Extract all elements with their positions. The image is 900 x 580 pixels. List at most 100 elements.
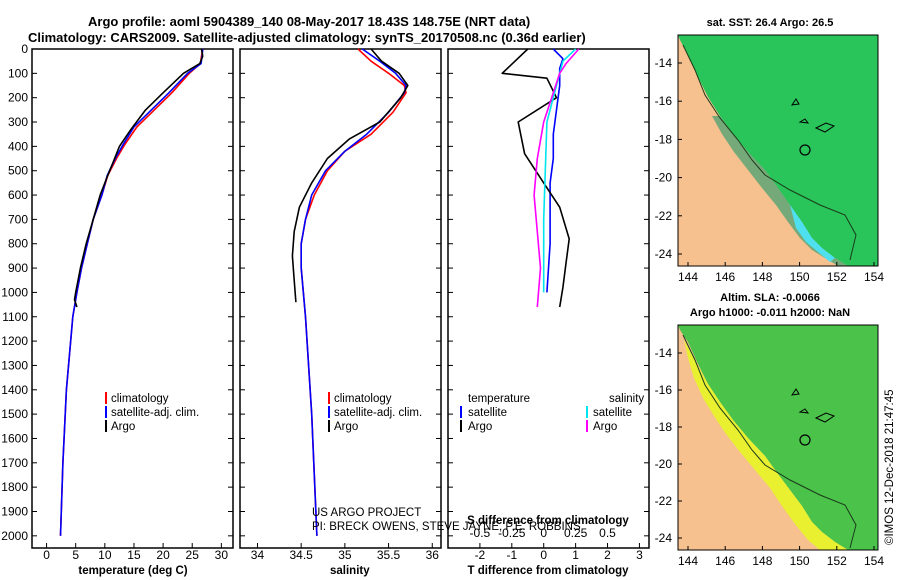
x-tick-label: 35.5 (377, 548, 401, 562)
lon-tick-label: 150 (790, 554, 810, 568)
depth-tick-label: 1600 (1, 431, 28, 445)
x-tick-label: 2 (604, 548, 611, 562)
temperature-legend: climatology satellite-adj. clim. Argo (105, 392, 199, 433)
series-line-t-argo (501, 48, 571, 308)
lat-tick-label: -16 (655, 94, 673, 108)
lon-tick-label: 144 (678, 554, 698, 568)
depth-tick-label: 300 (8, 115, 28, 129)
header-line2: Climatology: CARS2009. Satellite-adjuste… (28, 30, 586, 45)
depth-tick-label: 200 (8, 91, 28, 105)
s-diff-tick-label: -0.25 (498, 526, 526, 540)
lat-tick-label: -18 (655, 132, 673, 146)
legend-satellite-adj: satellite-adj. clim. (111, 407, 199, 419)
legend-climatology: climatology (334, 393, 392, 405)
legend-satellite-adj: satellite-adj. clim. (334, 407, 422, 419)
depth-tick-label: 1200 (1, 334, 28, 348)
s-diff-tick-label: 0.5 (599, 526, 616, 540)
x-tick-label: 35 (338, 548, 352, 562)
lon-tick-label: 144 (678, 270, 698, 284)
sst-map-cool-coast (790, 205, 835, 262)
temperature-xlabel: temperature (deg C) (78, 565, 187, 577)
x-tick-label: -1 (506, 548, 517, 562)
depth-tick-label: 1100 (2, 310, 28, 324)
series-line-t-satellite (546, 48, 564, 293)
x-tick-label: 15 (127, 548, 141, 562)
legend-title-salinity: salinity (609, 393, 644, 405)
x-tick-label: 5 (72, 548, 79, 562)
sla-map-argo-position (799, 434, 811, 446)
depth-tick-label: 600 (8, 188, 28, 202)
sst-map-argo-position (799, 144, 811, 156)
series-line-s-satellite (542, 48, 577, 293)
sst-map-lon-axis: 144 146 148 150 152 154 (678, 262, 884, 284)
s-difference-xlabel: S difference from climatology (467, 515, 629, 527)
x-tick-label: 0 (43, 548, 50, 562)
lon-tick-label: 148 (752, 554, 772, 568)
difference-panel: -2 -1 0 1 2 3 -0.5 -0.25 0 0.25 0.5 (448, 48, 649, 562)
salinity-xlabel: salinity (330, 565, 370, 577)
sla-map-reefs (790, 388, 836, 423)
lon-tick-label: 148 (752, 270, 772, 284)
sst-map-shelf (712, 116, 848, 266)
difference-panel-frame (447, 48, 650, 549)
depth-tick-label: 0 (21, 42, 28, 56)
salinity-panel: 34 34.5 35 35.5 36 (240, 48, 441, 562)
x-tick-label: 10 (98, 548, 112, 562)
series-line-argo (291, 48, 409, 303)
series-line-argo (73, 48, 204, 308)
sla-map-title2: Argo h1000: -0.011 h2000: NaN (690, 307, 850, 319)
lat-tick-label: -22 (655, 209, 673, 223)
lat-tick-label: -20 (655, 171, 673, 185)
x-tick-label: 1 (572, 548, 579, 562)
s-diff-tick-label: -0.5 (470, 526, 491, 540)
lon-tick-label: 152 (827, 554, 847, 568)
salinity-legend: climatology satellite-adj. clim. Argo (328, 392, 422, 433)
depth-tick-label: 2000 (1, 529, 28, 543)
lon-tick-label: 154 (864, 554, 884, 568)
lat-tick-label: -14 (655, 56, 673, 70)
lat-tick-label: -20 (655, 457, 673, 471)
depth-axis: 0 100 200 300 400 500 600 700 800 900 1000 1100 1200… (1, 42, 28, 543)
series-line-climatology (59, 48, 204, 536)
lat-tick-label: -18 (655, 420, 673, 434)
legend-s-argo: Argo (593, 421, 617, 433)
depth-tick-label: 1900 (1, 504, 28, 518)
series-line-climatology (300, 48, 407, 536)
legend-title-temperature: temperature (468, 393, 530, 405)
legend-t-satellite: satellite (468, 407, 507, 419)
salinity-panel-frame (239, 48, 442, 549)
x-tick-label: 36 (426, 548, 440, 562)
x-tick-label: 20 (156, 548, 170, 562)
lat-tick-label: -16 (655, 383, 673, 397)
credit-line2: PI: BRECK OWENS, STEVE JAYNE, P.E. ROBBI… (312, 521, 581, 533)
sla-map: Altim. SLA: -0.0066 Argo h1000: -0.011 h… (655, 292, 885, 568)
depth-tick-label: 700 (8, 212, 28, 226)
lon-tick-label: 150 (790, 270, 810, 284)
depth-tick-label: 900 (8, 261, 28, 275)
depth-tick-label: 400 (8, 139, 28, 153)
temperature-panel-frame (31, 48, 234, 549)
sla-map-frame (677, 324, 879, 551)
sst-map-reefs (790, 98, 836, 133)
lon-tick-label: 152 (827, 270, 847, 284)
depth-tick-label: 1700 (1, 456, 28, 470)
sla-map-title1: Altim. SLA: -0.0066 (720, 292, 820, 304)
legend-s-satellite: satellite (593, 407, 632, 419)
watermark: ©IMOS 12-Dec-2018 21:47:45 (884, 389, 896, 545)
x-tick-label: 0 (540, 548, 547, 562)
sla-map-isobath (682, 334, 857, 549)
series-line-s-argo (533, 48, 580, 308)
lat-tick-label: -24 (655, 531, 673, 545)
legend-climatology: climatology (111, 393, 169, 405)
sst-map-frame (677, 34, 879, 267)
depth-tick-label: 1000 (1, 285, 28, 299)
legend-argo: Argo (334, 421, 358, 433)
lon-tick-label: 154 (864, 270, 884, 284)
x-tick-label: 34.5 (289, 548, 313, 562)
x-tick-label: 3 (636, 548, 643, 562)
s-diff-tick-label: 0 (540, 526, 547, 540)
series-line-satellite (300, 48, 407, 536)
x-tick-label: 34 (251, 548, 265, 562)
depth-tick-label: 1500 (1, 407, 28, 421)
